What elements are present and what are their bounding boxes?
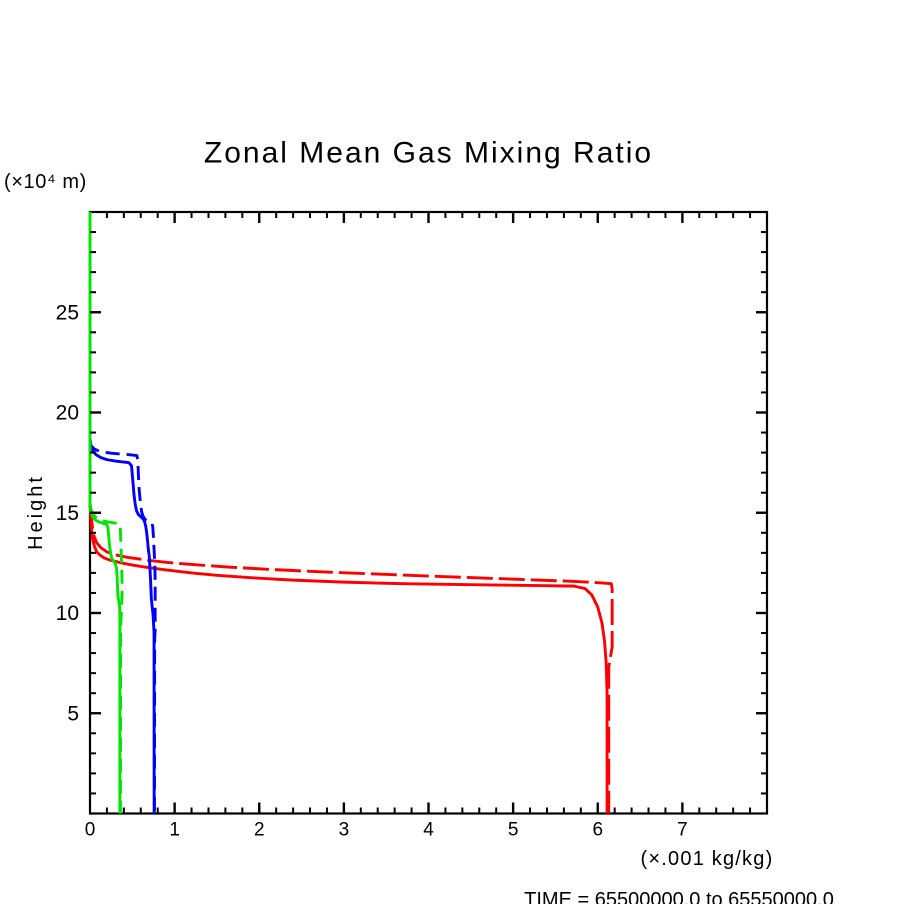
y-axis-unit-label: (×10⁴ m) [4,171,87,193]
x-tick-label: 2 [254,820,265,841]
series-red-solid [88,503,609,814]
series-blue-solid [88,438,156,814]
x-tick-label: 7 [677,820,688,841]
x-tick-label: 6 [592,820,603,841]
y-tick-label: 15 [56,502,79,525]
time-caption: TIME = 65500000.0 to 65550000.0 [524,889,834,904]
y-tick-label: 5 [67,702,79,725]
x-tick-label: 0 [85,820,96,841]
chart-title: Zonal Mean Gas Mixing Ratio [204,137,653,170]
tick-label-layer: 0 1 2 3 4 5 6 7 5 10 15 20 25 [56,301,688,840]
y-tick-label: 25 [56,301,79,324]
x-axis-unit-label: (×.001 kg/kg) [641,848,774,870]
series-blue-dashed [88,441,157,814]
x-tick-label: 4 [423,820,434,841]
y-axis-title: Height [25,474,47,550]
x-tick-label: 5 [508,820,519,841]
series-green-solid [88,212,122,814]
series-green-dashed [88,212,124,814]
plot-box [88,210,769,815]
y-tick-label: 20 [56,402,79,425]
x-tick-label: 1 [169,820,180,841]
axes-layer [88,210,769,815]
x-tick-label: 3 [339,820,350,841]
series-layer [88,212,614,814]
series-red-dashed [88,502,614,814]
y-tick-label: 10 [56,602,79,625]
ticks-layer [90,212,767,814]
